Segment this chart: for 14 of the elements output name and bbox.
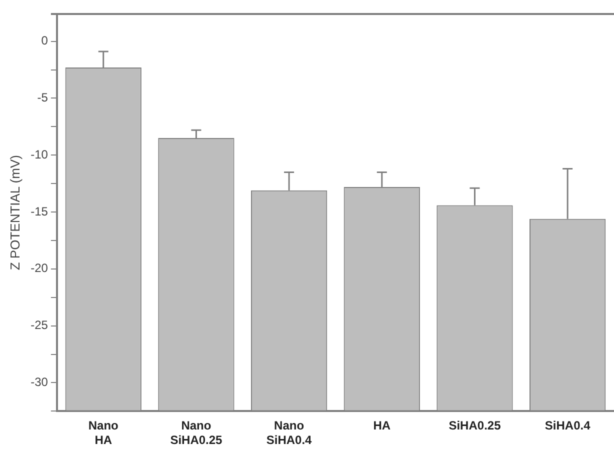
x-tick-label: Nano HA xyxy=(88,418,118,448)
y-tick-label: -20 xyxy=(30,261,48,276)
y-tick-label: -30 xyxy=(30,375,48,390)
x-tick-label: Nano SiHA0.4 xyxy=(266,418,312,448)
x-tick-label: SiHA0.4 xyxy=(544,418,591,433)
y-axis-title: Z POTENTIAL (mV) xyxy=(7,155,22,270)
x-tick-label: HA xyxy=(373,418,391,433)
y-tick-label: -5 xyxy=(37,90,48,105)
x-tick-label: Nano SiHA0.25 xyxy=(170,418,223,448)
x-tick-label: SiHA0.25 xyxy=(448,418,502,433)
y-tick-label: -10 xyxy=(30,147,48,162)
y-tick-label: -25 xyxy=(30,318,48,332)
y-tick-label: 0 xyxy=(41,34,48,48)
y-tick-label: -15 xyxy=(30,204,48,218)
